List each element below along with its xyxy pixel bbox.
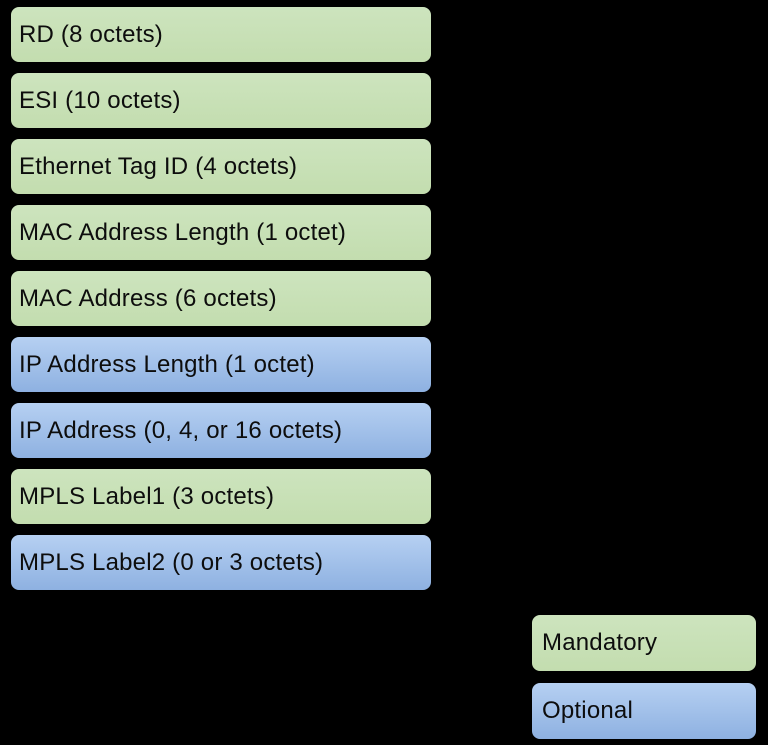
legend-box: Optional [529,680,759,742]
field-label: Ethernet Tag ID (4 octets) [19,152,298,180]
field-box: MAC Address Length (1 octet) [8,202,434,263]
field-box: RD (8 octets) [8,4,434,65]
field-label: ESI (10 octets) [19,86,181,114]
field-label: IP Address (0, 4, or 16 octets) [19,416,343,444]
field-box: MAC Address (6 octets) [8,268,434,329]
legend-label: Optional [542,697,633,724]
field-label: RD (8 octets) [19,20,163,48]
field-label: MPLS Label1 (3 octets) [19,482,275,510]
field-label: IP Address Length (1 octet) [19,350,315,378]
field-label: MAC Address Length (1 octet) [19,218,347,246]
legend-box: Mandatory [529,612,759,674]
field-label: MAC Address (6 octets) [19,284,277,312]
field-label: MPLS Label2 (0 or 3 octets) [19,548,324,576]
field-box: Ethernet Tag ID (4 octets) [8,136,434,197]
field-box: IP Address Length (1 octet) [8,334,434,395]
field-box: ESI (10 octets) [8,70,434,131]
field-box: MPLS Label1 (3 octets) [8,466,434,527]
field-stack: RD (8 octets) ESI (10 octets) Ethernet T… [8,4,434,593]
legend: Mandatory Optional [529,612,759,742]
field-box: IP Address (0, 4, or 16 octets) [8,400,434,461]
field-box: MPLS Label2 (0 or 3 octets) [8,532,434,593]
legend-label: Mandatory [542,629,658,656]
